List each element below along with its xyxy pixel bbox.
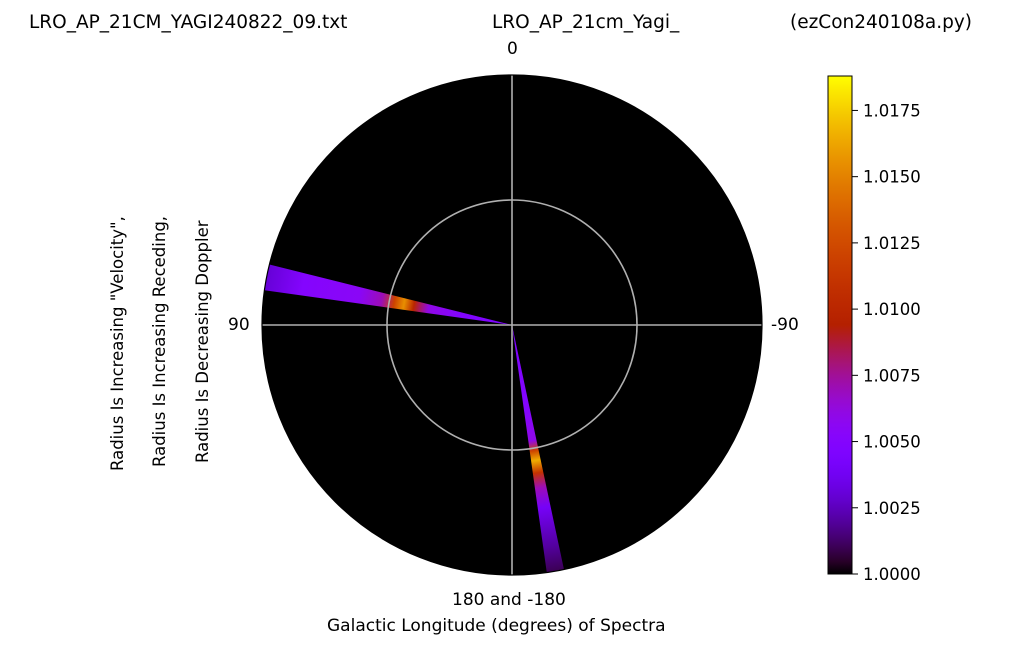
colorbar-tick-label: 1.0025 xyxy=(863,499,921,518)
colorbar-tick-label: 1.0050 xyxy=(863,433,921,452)
angle-label-left: 90 xyxy=(228,315,250,335)
angle-label-right: -90 xyxy=(771,315,799,335)
polar-outline xyxy=(261,74,763,576)
data-wedge-2 xyxy=(512,325,564,573)
colorbar-tick-label: 1.0000 xyxy=(863,565,921,584)
angle-label-top: 0 xyxy=(507,39,518,59)
colorbar xyxy=(827,75,853,575)
colorbar-tick-label: 1.0175 xyxy=(863,101,921,120)
chart-title-center: LRO_AP_21cm_Yagi_ xyxy=(492,12,680,33)
colorbar-tick-label: 1.0075 xyxy=(863,366,921,385)
colorbar-tick-label: 1.0100 xyxy=(863,300,921,319)
colorbar-tick-label: 1.0125 xyxy=(863,234,921,253)
chart-title-right: (ezCon240108a.py) xyxy=(790,12,973,33)
angle-label-bottom: 180 and -180 xyxy=(452,590,566,610)
data-wedge-1 xyxy=(264,264,512,325)
chart-title-left: LRO_AP_21CM_YAGI240822_09.txt xyxy=(29,12,348,33)
x-axis-label: Galactic Longitude (degrees) of Spectra xyxy=(327,616,666,636)
colorbar-tick-label: 1.0150 xyxy=(863,168,921,187)
